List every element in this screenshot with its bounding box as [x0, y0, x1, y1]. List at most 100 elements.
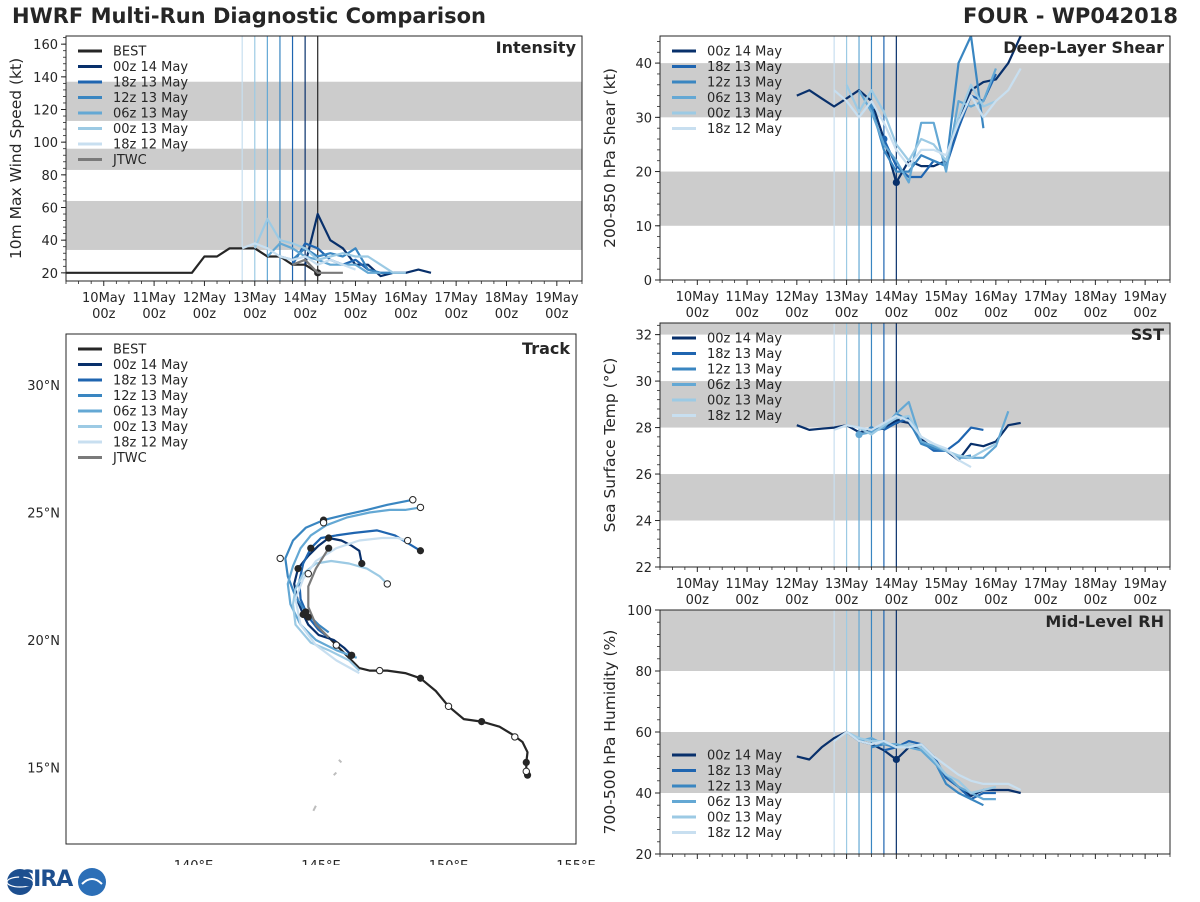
sst-legend-label-00z-13-may: 00z 13 May [707, 394, 782, 409]
track-marker-18z-13-may [307, 544, 315, 552]
track-ytick-label: 25°N [27, 507, 60, 522]
track-legend-label-06z-13-may: 06z 13 May [113, 405, 188, 420]
rh-xtick-label: 10May [676, 864, 720, 865]
track-open-marker-18z-12-may [404, 536, 412, 545]
rh-ytick-label: 100 [627, 604, 652, 619]
track-legend-label-00z-14-may: 00z 14 May [113, 358, 188, 373]
track-series-00z-14-may [293, 536, 363, 657]
track-legend-label-jtwc: JTWC [112, 451, 147, 466]
track-ytick-label: 30°N [27, 379, 60, 394]
track-legend-label-00z-13-may: 00z 13 May [113, 420, 188, 435]
track-marker-best [522, 758, 530, 767]
sst-axes-frame [659, 322, 1171, 568]
track-marker-jtwc [325, 544, 333, 552]
track-xtick-label: 145°E [301, 859, 341, 865]
shear-legend-label-06z-13-may: 06z 13 May [707, 91, 782, 106]
intensity-ytick-label: 160 [33, 38, 58, 53]
sst-xtick-label: 16May [974, 577, 1018, 592]
shear-ytick-label: 0 [644, 274, 652, 289]
rh-xtick-label: 18May [1074, 864, 1118, 865]
rh-plot-area [660, 610, 1170, 854]
sst-threshold-band [660, 323, 1170, 335]
panel-shear: 01020304010May00z11May00z12May00z13May00… [601, 35, 1171, 321]
shear-threshold-band [660, 63, 1170, 118]
rh-series-18z-12-may [833, 730, 1022, 791]
track-marker-12z-13-may [302, 608, 310, 616]
sst-xtick-hour: 00z [1034, 593, 1058, 608]
intensity-xtick-hour: 00z [545, 307, 569, 322]
intensity-series-00z-13-may [253, 217, 406, 274]
intensity-legend-label-18z-13-may: 18z 13 May [113, 76, 188, 91]
shear-legend-label-18z-12-may: 18z 12 May [707, 122, 782, 137]
track-marker-best [478, 718, 486, 726]
rh-xtick-label: 19May [1123, 864, 1167, 865]
shear-series-06z-13-may [858, 68, 997, 184]
intensity-legend-label-best: BEST [113, 45, 146, 60]
shear-xtick-hour: 00z [735, 306, 759, 321]
intensity-xtick-label: 12May [183, 291, 227, 306]
intensity-series-00z-14-may [304, 212, 432, 278]
track-open-marker-06z-13-may [319, 519, 328, 527]
track-axes-frame [65, 333, 577, 845]
shear-ylabel: 200-850 hPa Shear (kt) [601, 68, 619, 248]
sst-ytick-label: 22 [635, 561, 652, 576]
rh-ylabel: 700-500 hPa Humidity (%) [601, 630, 619, 835]
track-open-marker-00z-13-may [383, 580, 391, 588]
storm-id-title: FOUR - WP042018 [963, 4, 1178, 28]
track-open-marker-best [444, 702, 453, 710]
sst-xtick-hour: 00z [934, 593, 958, 608]
intensity-xtick-hour: 00z [293, 307, 317, 322]
shear-xtick-hour: 00z [1133, 306, 1157, 321]
track-open-marker-18z-12-may [304, 570, 312, 578]
intensity-axes-frame [65, 35, 583, 282]
track-open-marker-06z-13-may [416, 503, 425, 512]
rh-xtick-label: 13May [825, 864, 869, 865]
track-plot-area [276, 496, 532, 812]
shear-xtick-label: 12May [775, 290, 819, 305]
rh-xtick-label: 11May [725, 864, 769, 865]
rh-legend-label-00z-13-may: 00z 13 May [707, 811, 782, 826]
track-island [338, 759, 343, 764]
track-legend-label-18z-12-may: 18z 12 May [113, 436, 188, 451]
shear-xtick-hour: 00z [885, 306, 909, 321]
sst-xtick-hour: 00z [1084, 593, 1108, 608]
intensity-legend-label-12z-13-may: 12z 13 May [113, 91, 188, 106]
track-ytick-label: 15°N [27, 762, 60, 777]
intensity-xtick-label: 15May [334, 291, 378, 306]
shear-threshold-band [660, 171, 1170, 226]
rh-threshold-band [660, 610, 1170, 671]
track-legend-label-12z-13-may: 12z 13 May [113, 389, 188, 404]
sst-xtick-label: 14May [875, 577, 919, 592]
track-legend-label-18z-13-may: 18z 13 May [113, 374, 188, 389]
intensity-panel-title: Intensity [496, 38, 577, 57]
shear-series-00z-13-may [845, 83, 997, 162]
panel-intensity: 2040608010012014016010May00z11May00z12Ma… [7, 35, 583, 322]
shear-xtick-label: 17May [1024, 290, 1068, 305]
rh-legend-label-00z-14-may: 00z 14 May [707, 749, 782, 764]
shear-xtick-hour: 00z [934, 306, 958, 321]
track-open-marker-12z-13-may [409, 496, 417, 504]
intensity-threshold-band [66, 81, 582, 121]
track-marker-best [416, 674, 425, 682]
sst-xtick-hour: 00z [686, 593, 710, 608]
rh-legend-label-18z-13-may: 18z 13 May [707, 764, 782, 779]
figure-title: HWRF Multi-Run Diagnostic Comparison [12, 4, 487, 28]
track-xtick-label: 155°E [556, 859, 596, 865]
shear-panel-title: Deep-Layer Shear [1003, 38, 1164, 57]
rh-legend-label-06z-13-may: 06z 13 May [707, 795, 782, 810]
track-open-marker-18z-12-may [276, 554, 284, 563]
shear-xtick-hour: 00z [984, 306, 1008, 321]
intensity-xtick-label: 13May [233, 291, 277, 306]
track-open-marker-best [375, 666, 384, 675]
shear-xtick-label: 14May [875, 290, 919, 305]
track-marker-00z-14-may [294, 565, 302, 573]
sst-xtick-label: 12May [775, 577, 819, 592]
intensity-plot-area [66, 36, 582, 281]
rh-legend-label-18z-12-may: 18z 12 May [707, 826, 782, 841]
intensity-xtick-label: 11May [132, 291, 176, 306]
sst-xtick-label: 15May [924, 577, 968, 592]
shear-xtick-hour: 00z [835, 306, 859, 321]
track-xtick-label: 140°E [174, 859, 214, 865]
shear-xtick-hour: 00z [1084, 306, 1108, 321]
track-series-00z-13-may [291, 559, 389, 672]
